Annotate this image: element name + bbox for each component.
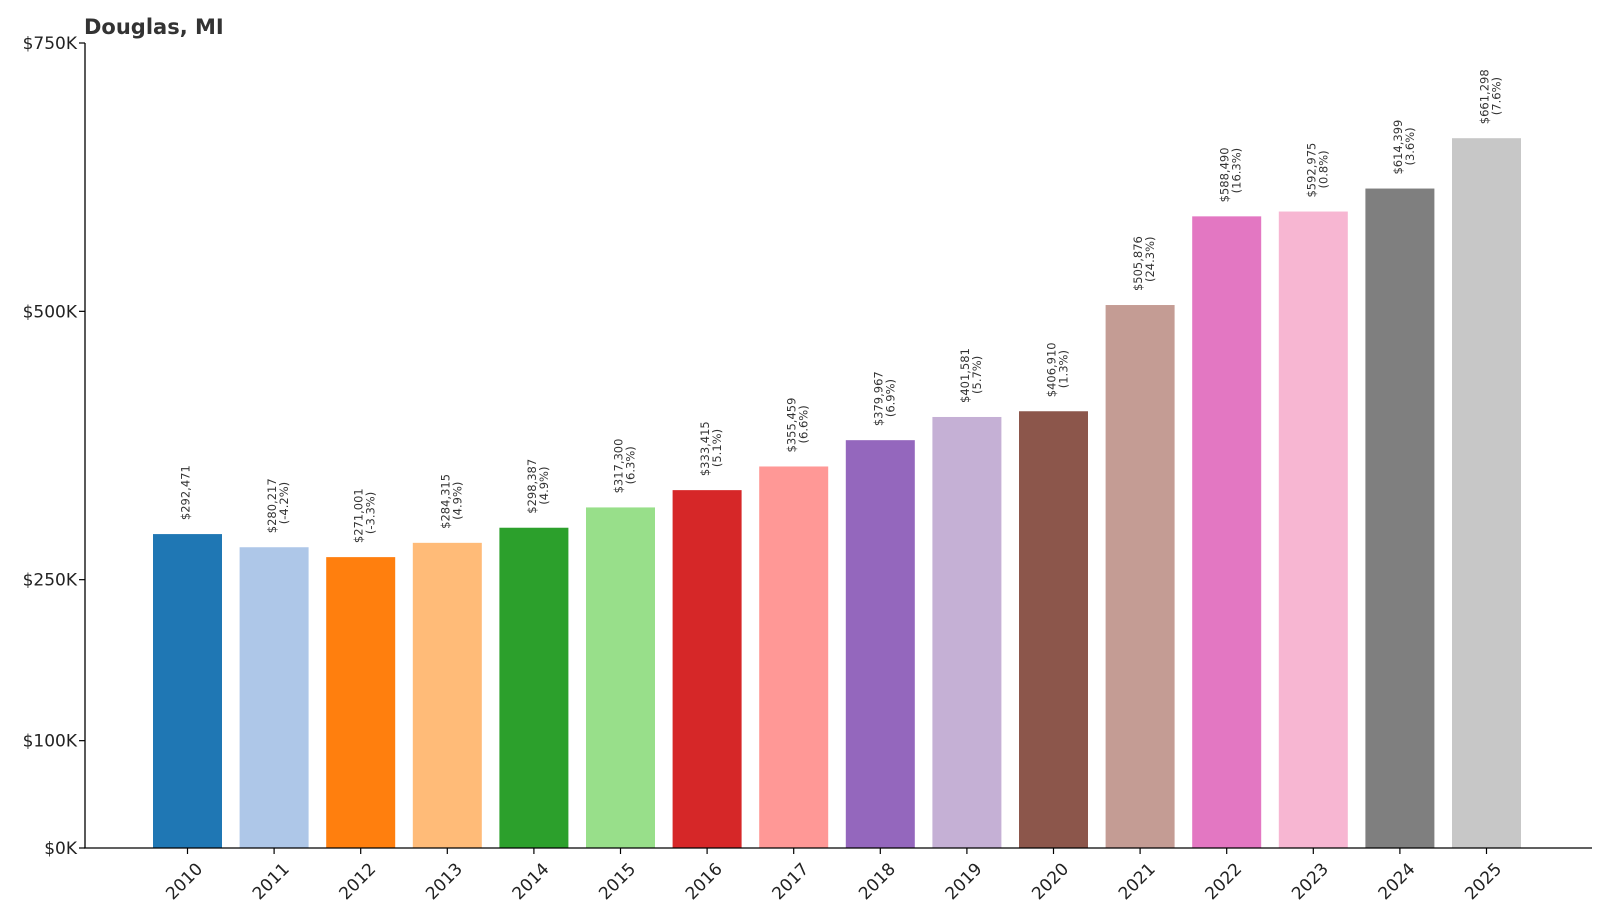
bar-2022 xyxy=(1192,216,1261,848)
y-tick-label: $750K xyxy=(23,34,78,54)
bar-chart: Douglas, MI $292,471 $280,217(-4.2%) $271,… xyxy=(0,0,1600,914)
data-label-2015: $317,300(6.3%) xyxy=(612,439,638,494)
change-label: (-3.3%) xyxy=(364,492,378,534)
data-label-2014: $298,387(4.9%) xyxy=(525,459,551,514)
change-label: (6.6%) xyxy=(797,405,811,443)
y-tick-label: $0K xyxy=(44,839,78,859)
data-label-2013: $284,315(4.9%) xyxy=(438,474,464,529)
bar-2024 xyxy=(1365,189,1434,848)
data-label-2016: $333,415(5.1%) xyxy=(698,421,724,476)
x-tick-label: 2024 xyxy=(1375,859,1420,904)
bar-2023 xyxy=(1279,212,1348,848)
y-tick-label: $100K xyxy=(23,732,78,752)
x-tick-label: 2023 xyxy=(1288,859,1333,904)
data-label-2010: $292,471 xyxy=(179,465,193,520)
bar-2013 xyxy=(413,543,482,848)
data-label-2012: $271,001(-3.3%) xyxy=(352,488,378,543)
data-label-2023: $592,975(0.8%) xyxy=(1304,143,1330,198)
y-tick-label: $500K xyxy=(23,302,78,322)
change-label: (1.3%) xyxy=(1057,350,1071,388)
x-tick-label: 2011 xyxy=(249,859,294,904)
change-label: (5.1%) xyxy=(710,429,724,467)
data-label-2020: $406,910(1.3%) xyxy=(1045,342,1071,397)
y-axis-ticks: $0K $100K $250K $500K $750K xyxy=(23,34,85,859)
x-tick-label: 2015 xyxy=(595,859,640,904)
x-tick-label: 2013 xyxy=(422,859,467,904)
bar-2012 xyxy=(326,557,395,848)
x-tick-label: 2022 xyxy=(1201,859,1246,904)
x-tick-label: 2017 xyxy=(769,859,814,904)
x-tick-label: 2010 xyxy=(162,859,207,904)
change-label: (4.9%) xyxy=(537,467,551,505)
change-label: (24.3%) xyxy=(1143,237,1157,283)
data-label-2019: $401,581(5.7%) xyxy=(958,348,984,403)
change-label: (3.6%) xyxy=(1403,127,1417,165)
bar-2014 xyxy=(499,528,568,848)
data-label-2022: $588,490(16.3%) xyxy=(1218,147,1244,202)
data-label-2021: $505,876(24.3%) xyxy=(1131,236,1157,291)
bar-2018 xyxy=(846,440,915,848)
bar-2011 xyxy=(240,547,309,848)
x-tick-label: 2025 xyxy=(1461,859,1506,904)
x-tick-label: 2020 xyxy=(1028,859,1073,904)
x-tick-label: 2012 xyxy=(336,859,381,904)
y-tick-label: $250K xyxy=(23,571,78,591)
change-label: (0.8%) xyxy=(1316,150,1330,188)
value-label: $292,471 xyxy=(179,465,193,520)
change-label: (6.9%) xyxy=(883,379,897,417)
change-label: (6.3%) xyxy=(624,446,638,484)
data-label-2024: $614,399(3.6%) xyxy=(1391,120,1417,175)
data-label-2025: $661,298(7.6%) xyxy=(1478,69,1504,124)
data-label-2017: $355,459(6.6%) xyxy=(785,398,811,453)
change-label: (-4.2%) xyxy=(277,482,291,524)
x-tick-label: 2014 xyxy=(509,859,554,904)
change-label: (7.6%) xyxy=(1490,77,1504,115)
x-tick-label: 2016 xyxy=(682,859,727,904)
bar-2017 xyxy=(759,466,828,848)
change-label: (4.9%) xyxy=(450,482,464,520)
chart-title: Douglas, MI xyxy=(84,15,224,39)
data-label-2011: $280,217(-4.2%) xyxy=(265,478,291,533)
x-tick-label: 2019 xyxy=(942,859,987,904)
x-tick-label: 2021 xyxy=(1115,859,1160,904)
bar-2019 xyxy=(932,417,1001,848)
bar-2016 xyxy=(673,490,742,848)
bar-2020 xyxy=(1019,411,1088,848)
data-label-2018: $379,967(6.9%) xyxy=(871,371,897,426)
bar-2015 xyxy=(586,507,655,848)
bar-2021 xyxy=(1106,305,1175,848)
bar-2010 xyxy=(153,534,222,848)
change-label: (5.7%) xyxy=(970,356,984,394)
change-label: (16.3%) xyxy=(1230,148,1244,194)
bar-2025 xyxy=(1452,138,1521,848)
x-tick-label: 2018 xyxy=(855,859,900,904)
x-axis-ticks: 2010 2011 2012 2013 2014 2015 2016 2017 2018 2019… xyxy=(162,848,1506,904)
